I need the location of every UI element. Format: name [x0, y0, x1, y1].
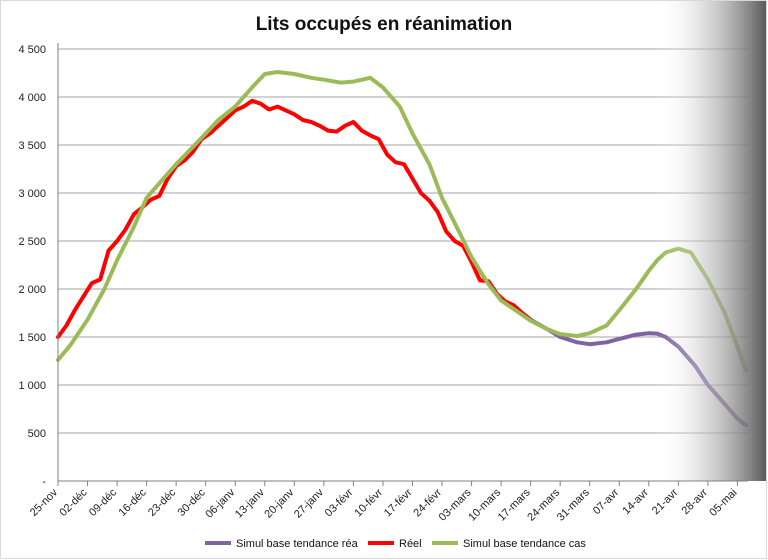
- chart-title: Lits occupés en réanimation: [256, 14, 513, 35]
- y-tick-label: 1 000: [18, 380, 46, 392]
- y-tick-label: 1 500: [18, 332, 46, 344]
- series-line-2: [56, 98, 533, 339]
- legend-label: Réel: [399, 538, 422, 550]
- y-tick-label: 2 000: [18, 284, 46, 296]
- legend-label: Simul base tendance cas: [463, 538, 586, 550]
- legend-label: Simul base tendance réa: [236, 538, 359, 550]
- projection-fade-overlay: [657, 1, 766, 481]
- y-tick-label: 3 000: [18, 188, 46, 200]
- y-tick-label: 500: [28, 428, 46, 440]
- gridlines: [58, 48, 748, 434]
- y-tick-label: 4 000: [18, 92, 46, 104]
- y-tick-label: 3 500: [18, 140, 46, 152]
- y-tick-label: -: [42, 476, 46, 488]
- y-tick-label: 2 500: [18, 236, 46, 248]
- y-axis-tick-labels: - 500 1 000 1 500 2 000 2 500 3 000 3 500 4 000 4…: [18, 44, 46, 488]
- series-line-3: [56, 70, 748, 373]
- y-tick-label: 4 500: [18, 44, 46, 56]
- legend: Simul base tendance réa Réel Simul base te…: [205, 538, 586, 550]
